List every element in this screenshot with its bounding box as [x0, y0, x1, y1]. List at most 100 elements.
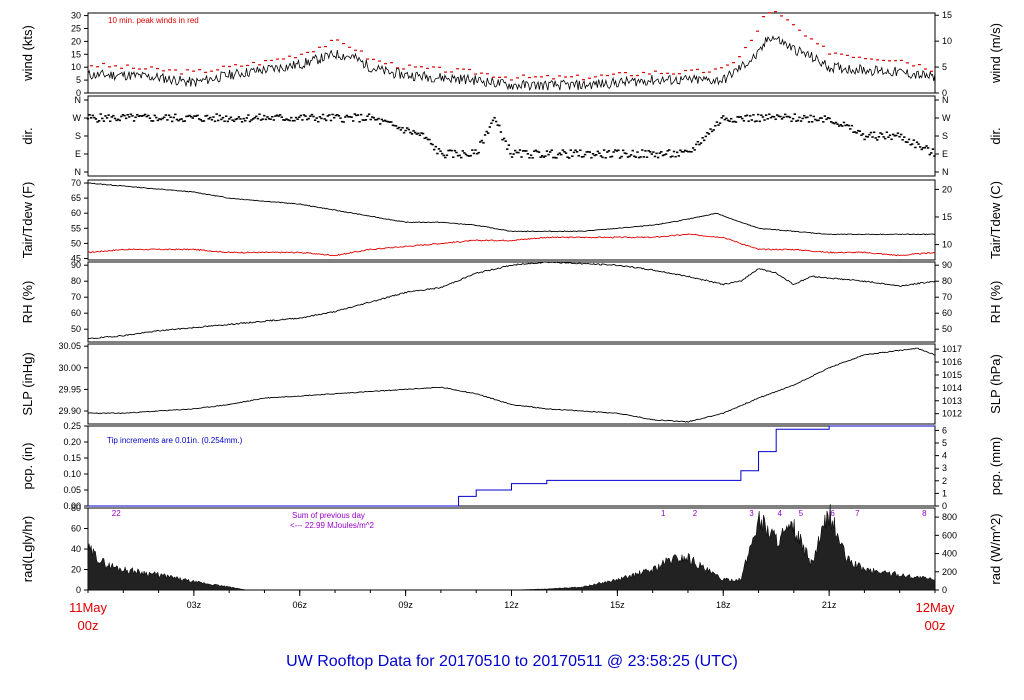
right-tick-label: 5	[942, 62, 947, 72]
left-tick-label: 0.10	[63, 469, 81, 479]
right-tick-label: S	[942, 131, 948, 141]
right-tick-label: 4	[942, 451, 947, 461]
pcp-annotation: Tip increments are 0.01in. (0.254mm.)	[107, 436, 243, 445]
hour-marker: 22	[112, 509, 121, 518]
left-tick-label: 45	[71, 253, 81, 263]
hour-marker: 5	[799, 509, 804, 518]
left-tick-label: 70	[71, 292, 81, 302]
left-tick-label: W	[73, 113, 82, 123]
right-axis-label: SLP (hPa)	[988, 354, 1003, 414]
left-tick-label: 60	[71, 524, 81, 534]
right-tick-label: 1	[942, 488, 947, 498]
left-axis-label: SLP (inHg)	[20, 352, 35, 415]
left-tick-label: 10	[71, 62, 81, 72]
left-tick-label: 60	[71, 308, 81, 318]
left-tick-label: 30	[71, 11, 81, 21]
hour-marker: 4	[777, 509, 782, 518]
hour-marker: 7	[855, 509, 860, 518]
right-tick-label: 10	[942, 240, 952, 250]
wind-speed-line	[87, 35, 936, 92]
right-tick-label: 15	[942, 212, 952, 222]
left-tick-label: 70	[71, 178, 81, 188]
hour-marker: 8	[922, 509, 927, 518]
left-tick-label: 65	[71, 193, 81, 203]
right-tick-label: 20	[942, 184, 952, 194]
left-tick-label: S	[75, 131, 81, 141]
time-tick-label: 21z	[822, 600, 837, 610]
time-tick-label: 09z	[398, 600, 413, 610]
panel-frame	[87, 343, 936, 425]
left-tick-label: 5	[76, 75, 81, 85]
left-axis-label: rad(Lgly/hr)	[20, 516, 35, 582]
panel-rh: RH (%) RH (%) 50 60 70 80 90 50 60 70 80 90	[20, 260, 1003, 343]
wind-peak-markers	[90, 10, 933, 81]
right-tick-label: 600	[942, 530, 957, 540]
left-tick-label: 50	[71, 324, 81, 334]
panel-pcp: pcp. (in) pcp. (mm) 0.00 0.05 0.10 0.15 0.20 0.…	[20, 421, 1003, 511]
right-tick-label: 1016	[942, 357, 962, 367]
left-tick-label: 80	[71, 503, 81, 513]
left-tick-label: 0.25	[63, 421, 81, 431]
left-axis-label: wind (kts)	[20, 25, 35, 82]
left-tick-label: 15	[71, 49, 81, 59]
panel-slp: SLP (inHg) SLP (hPa) 29.90 29.95 30.00 30.05 1…	[20, 341, 1003, 425]
panels-layer: wind (kts) wind (m/s)05101520253005101510…	[20, 10, 1003, 633]
end-hour-label: 00z	[925, 618, 946, 633]
left-tick-label: 90	[71, 260, 81, 270]
left-tick-label: N	[75, 167, 82, 177]
wind-annotation: 10 min. peak winds in red	[108, 16, 199, 25]
right-tick-label: 50	[942, 324, 952, 334]
rad-annotation-line2: <--- 22.99 MJoules/m^2	[290, 521, 375, 530]
left-tick-label: 0.20	[63, 437, 81, 447]
left-tick-label: 29.90	[58, 406, 81, 416]
dewpoint-line	[87, 233, 935, 257]
left-tick-label: 80	[71, 276, 81, 286]
left-tick-label: 50	[71, 238, 81, 248]
right-tick-label: 70	[942, 292, 952, 302]
right-tick-label: 800	[942, 512, 957, 522]
air-temperature-line	[87, 182, 936, 236]
right-tick-label: 80	[942, 276, 952, 286]
time-tick-label: 06z	[292, 600, 307, 610]
right-axis-label: RH (%)	[988, 281, 1003, 324]
right-tick-label: 3	[942, 463, 947, 473]
end-date-label: 12May	[915, 600, 955, 615]
left-tick-label: E	[75, 149, 81, 159]
left-axis-label: dir.	[20, 127, 35, 144]
time-axis: 03z 06z 09z 12z 15z 18z 21z 11May 00z 12May 00z	[69, 590, 955, 633]
right-tick-label: N	[942, 95, 949, 105]
left-tick-label: 40	[71, 544, 81, 554]
right-axis-label: pcp. (mm)	[988, 437, 1003, 496]
right-tick-label: E	[942, 149, 948, 159]
panel-frame	[87, 12, 936, 94]
left-axis-label: pcp. (in)	[20, 443, 35, 490]
left-tick-label: 0	[76, 585, 81, 595]
precipitation-line	[88, 425, 935, 507]
solar-radiation-area	[87, 503, 936, 591]
left-tick-label: 20	[71, 36, 81, 46]
right-tick-label: 1015	[942, 370, 962, 380]
panel-frame	[87, 261, 936, 343]
right-tick-label: 6	[942, 425, 947, 435]
sea-level-pressure-line	[87, 347, 936, 423]
left-tick-label: 0.00	[63, 501, 81, 511]
right-tick-label: 1012	[942, 409, 962, 419]
right-tick-label: W	[942, 113, 951, 123]
time-tick-label: 12z	[504, 600, 519, 610]
left-tick-label: 20	[71, 565, 81, 575]
right-tick-label: 2	[942, 476, 947, 486]
right-tick-label: 1017	[942, 344, 962, 354]
right-tick-label: 5	[942, 438, 947, 448]
panel-frame	[87, 95, 936, 177]
left-tick-label: 30.00	[58, 363, 81, 373]
right-tick-label: 60	[942, 308, 952, 318]
right-axis-label: Tair/Tdew (C)	[988, 181, 1003, 259]
left-tick-label: 25	[71, 23, 81, 33]
rad-annotation-line1: Sum of previous day	[292, 511, 365, 520]
hour-marker: 2	[693, 509, 698, 518]
chart-title: UW Rooftop Data for 20170510 to 20170511…	[286, 653, 738, 670]
hour-marker: 6	[830, 509, 835, 518]
right-tick-label: 1013	[942, 396, 962, 406]
